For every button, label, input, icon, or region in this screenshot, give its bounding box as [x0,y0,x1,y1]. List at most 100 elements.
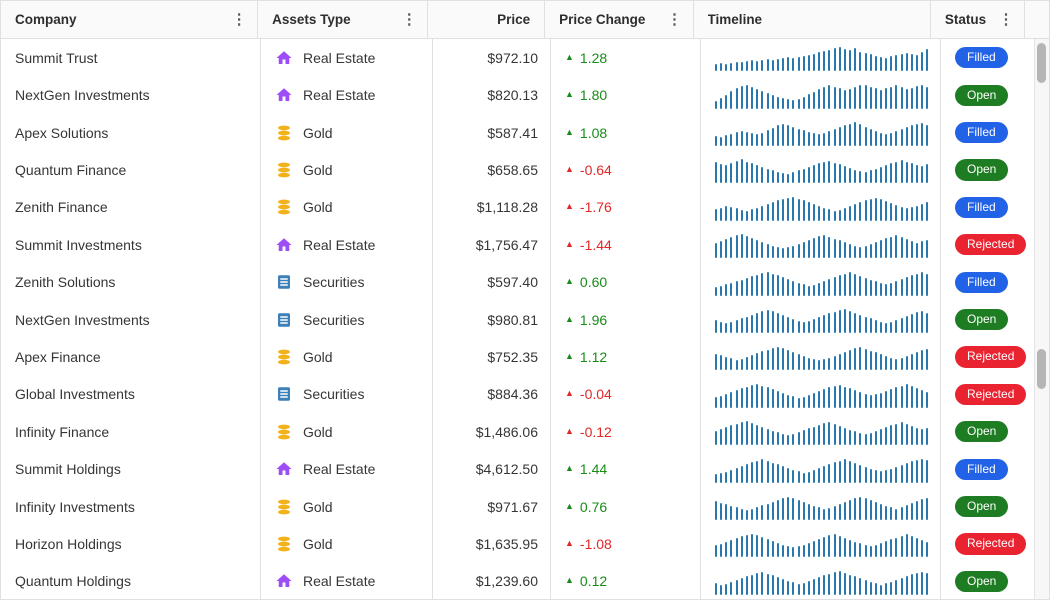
asset-type-cell: Real Estate [261,39,433,77]
status-cell: Open [941,413,1036,451]
house-icon [275,572,293,590]
asset-type-label: Gold [303,348,333,365]
price-cell: $1,635.95 [433,525,551,563]
company-cell: Infinity Finance [1,413,261,451]
column-menu-icon[interactable]: ⋮ [231,11,247,28]
asset-type-cell: Gold [261,525,433,563]
status-cell: Open [941,151,1036,189]
column-header-company[interactable]: Company ⋮ [1,1,259,38]
price-change-value: 0.60 [579,274,608,291]
status-badge: Open [955,84,1009,106]
price-value: $587.41 [487,124,538,141]
timeline-sparkline [715,496,929,521]
status-badge: Filled [955,121,1008,144]
vertical-scrollbar[interactable] [1034,39,1049,599]
scrollbar-thumb[interactable] [1037,43,1046,83]
table-row[interactable]: Global Investments Securities $884.36 ▲ -0.0… [1,375,1036,414]
price-change-cell: ▲ -1.76 [551,188,701,227]
status-cell: Open [941,300,1036,339]
triangle-up-icon: ▲ [565,537,574,548]
company-cell: Quantum Finance [1,151,261,189]
company-name: Infinity Finance [15,423,110,440]
company-name: Quantum Finance [15,161,127,178]
price-change-value: 1.08 [579,124,608,141]
price-cell: $752.35 [433,338,551,376]
timeline-cell [701,263,941,301]
table-row[interactable]: Horizon Holdings Gold $1,635.95 ▲ -1.08 Rejec… [1,525,1036,563]
column-menu-icon[interactable]: ⋮ [667,11,683,28]
asset-type-cell: Gold [261,487,433,526]
column-header-price-change[interactable]: Price Change ⋮ [545,1,694,38]
price-cell: $658.65 [433,151,551,189]
table-body: Summit Trust Real Estate $972.10 ▲ 1.28 Fille… [1,39,1036,599]
price-cell: $884.36 [433,375,551,414]
status-badge: Filled [955,196,1008,218]
column-header-price[interactable]: Price [428,1,546,38]
company-cell: NextGen Investments [1,300,261,339]
document-icon [275,273,293,291]
status-cell: Open [941,76,1036,114]
price-change-value: 1.28 [579,49,608,66]
price-cell: $1,239.60 [433,562,551,599]
table-row[interactable]: Infinity Finance Gold $1,486.06 ▲ -0.12 Open [1,413,1036,451]
table-row[interactable]: Zenith Solutions Securities $597.40 ▲ 0.60 Fi… [1,263,1036,301]
price-cell: $972.10 [433,39,551,77]
timeline-cell [701,338,941,376]
table-row[interactable]: NextGen Investments Real Estate $820.13 ▲ 1.… [1,76,1036,114]
price-cell: $820.13 [433,76,551,114]
asset-type-cell: Gold [261,151,433,189]
price-cell: $1,486.06 [433,413,551,451]
table-row[interactable]: Apex Finance Gold $752.35 ▲ 1.12 Rejected [1,338,1036,376]
price-cell: $4,612.50 [433,450,551,488]
price-change-cell: ▲ -0.64 [551,151,701,189]
table-row[interactable]: NextGen Investments Securities $980.81 ▲ 1.9… [1,300,1036,339]
asset-type-label: Gold [303,199,333,216]
status-badge: Rejected [955,383,1027,405]
coins-icon [275,161,293,179]
company-cell: Global Investments [1,375,261,414]
table-row[interactable]: Summit Trust Real Estate $972.10 ▲ 1.28 Fille… [1,39,1036,77]
scrollbar-thumb[interactable] [1037,349,1046,389]
table-row[interactable]: Quantum Holdings Real Estate $1,239.60 ▲ 0.1… [1,562,1036,599]
status-badge: Rejected [955,346,1027,368]
table-row[interactable]: Infinity Investments Gold $971.67 ▲ 0.76 Open [1,487,1036,526]
column-menu-icon[interactable]: ⋮ [401,11,417,28]
triangle-up-icon: ▲ [565,126,574,137]
timeline-cell [701,151,941,189]
triangle-up-icon: ▲ [565,388,574,399]
column-header-status[interactable]: Status ⋮ [931,1,1025,38]
company-name: Infinity Investments [15,498,135,515]
column-label: Company [15,12,77,27]
price-change-cell: ▲ 1.80 [551,76,701,114]
table-row[interactable]: Summit Investments Real Estate $1,756.47 ▲ -… [1,226,1036,264]
price-value: $1,239.60 [475,573,538,590]
table-row[interactable]: Apex Solutions Gold $587.41 ▲ 1.08 Filled [1,113,1036,152]
column-header-assets-type[interactable]: Assets Type ⋮ [258,1,429,38]
status-badge: Open [955,570,1009,592]
asset-type-cell: Real Estate [261,226,433,264]
asset-type-label: Gold [303,498,333,515]
table-row[interactable]: Summit Holdings Real Estate $4,612.50 ▲ 1.44… [1,450,1036,488]
table-row[interactable]: Zenith Finance Gold $1,118.28 ▲ -1.76 Filled [1,188,1036,227]
price-cell: $971.67 [433,487,551,526]
table-row[interactable]: Quantum Finance Gold $658.65 ▲ -0.64 Open [1,151,1036,189]
column-label: Price Change [559,12,646,27]
price-change-value: -0.64 [579,161,612,178]
column-header-timeline[interactable]: Timeline [694,1,931,38]
asset-type-label: Securities [303,311,365,328]
company-name: Zenith Solutions [15,274,116,291]
house-icon [275,460,293,478]
column-menu-icon[interactable]: ⋮ [998,11,1014,28]
price-value: $1,756.47 [475,236,538,253]
triangle-up-icon: ▲ [565,238,574,249]
status-badge: Rejected [955,533,1027,555]
price-value: $752.35 [487,348,538,365]
asset-type-label: Gold [303,535,333,552]
price-change-cell: ▲ 0.12 [551,562,701,599]
status-badge: Filled [955,47,1008,69]
asset-type-label: Real Estate [303,573,376,590]
price-change-value: -1.76 [579,199,612,216]
timeline-cell [701,226,941,264]
price-change-value: 0.12 [579,573,608,590]
company-name: Global Investments [15,386,135,403]
